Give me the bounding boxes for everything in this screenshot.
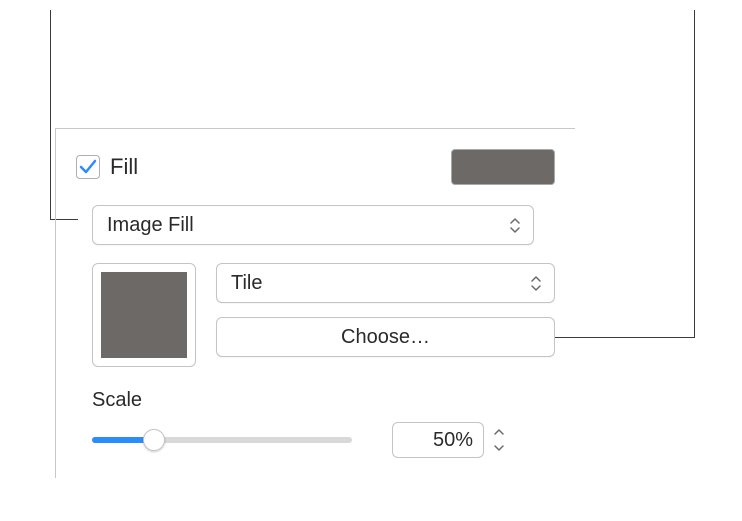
display-mode-popup[interactable]: Tile bbox=[216, 263, 555, 303]
scale-value-field[interactable]: 50% bbox=[392, 422, 484, 458]
scale-value-text: 50% bbox=[433, 429, 473, 452]
chevron-up-icon bbox=[493, 428, 505, 436]
slider-thumb[interactable] bbox=[143, 429, 165, 451]
image-fill-row: Tile Choose… bbox=[92, 263, 555, 367]
fill-panel: Fill Image Fill Tile Choose… Sc bbox=[55, 128, 575, 478]
choose-button[interactable]: Choose… bbox=[216, 317, 555, 357]
fill-header-row: Fill bbox=[76, 149, 555, 185]
choose-button-label: Choose… bbox=[341, 326, 430, 349]
updown-icon bbox=[509, 216, 523, 234]
callout-line-left bbox=[50, 10, 51, 220]
fill-color-swatch[interactable] bbox=[451, 149, 555, 185]
scale-stepper bbox=[490, 422, 510, 458]
stepper-down-button[interactable] bbox=[490, 441, 508, 455]
scale-slider[interactable] bbox=[92, 428, 352, 452]
chevron-down-icon bbox=[493, 444, 505, 452]
scale-stepper-group: 50% bbox=[392, 422, 510, 458]
stepper-up-button[interactable] bbox=[490, 425, 508, 439]
scale-row: 50% bbox=[92, 422, 555, 458]
fill-label: Fill bbox=[110, 154, 138, 180]
updown-icon bbox=[530, 274, 544, 292]
fill-checkbox-group: Fill bbox=[76, 154, 138, 180]
fill-checkbox[interactable] bbox=[76, 155, 100, 179]
checkmark-icon bbox=[79, 158, 97, 176]
image-well[interactable] bbox=[92, 263, 196, 367]
image-fill-controls: Tile Choose… bbox=[216, 263, 555, 367]
scale-label: Scale bbox=[92, 389, 555, 412]
fill-type-popup[interactable]: Image Fill bbox=[92, 205, 534, 245]
image-thumbnail bbox=[101, 272, 187, 358]
display-mode-value: Tile bbox=[231, 272, 262, 295]
fill-type-value: Image Fill bbox=[107, 214, 194, 237]
